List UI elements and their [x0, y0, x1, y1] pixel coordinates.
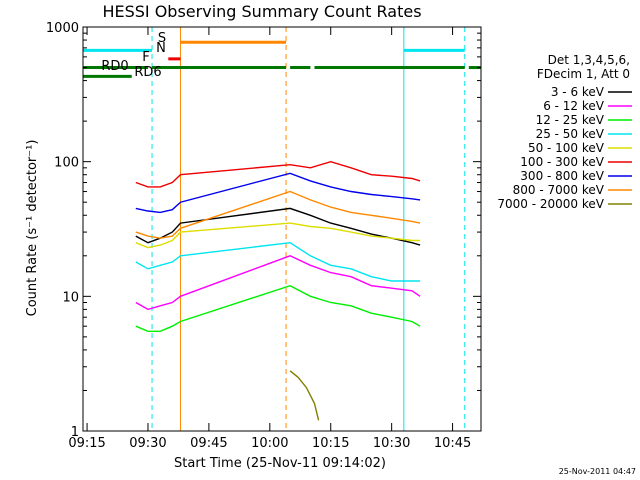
y-tick-label-2: 100: [54, 156, 79, 171]
series-line-8: [289, 370, 320, 421]
x-tick-label-6: 10:45: [434, 436, 471, 451]
y-tick-label-1: 10: [62, 290, 79, 305]
render-timestamp: 25-Nov-2011 04:47: [559, 467, 636, 476]
x-axis-ticks: 09:15 09:30 09:45 10:00 10:15 10:30 10:45: [68, 27, 471, 451]
x-tick-label-0: 09:15: [68, 436, 105, 451]
x-axis-label: Start Time (25-Nov-11 09:14:02): [174, 456, 386, 471]
series-line-7: [135, 190, 421, 239]
legend-label-6: 300 - 800 keV: [520, 169, 604, 183]
x-tick-label-5: 10:30: [373, 436, 410, 451]
legend-label-3: 25 - 50 keV: [536, 127, 605, 141]
flag-label-1: RD6: [134, 65, 161, 80]
flag-label-4: S: [158, 31, 166, 46]
flag-label-3: F: [142, 50, 149, 65]
series-line-4: [135, 222, 421, 249]
y-axis-ticks: 1 10 100 1000: [46, 21, 481, 440]
legend-label-4: 50 - 100 keV: [528, 141, 605, 155]
series-line-6: [135, 172, 421, 214]
legend-header-line-2: FDecim 1, Att 0: [537, 67, 630, 81]
x-tick-label-4: 10:15: [312, 436, 349, 451]
legend-header-line-1: Det 1,3,4,5,6,: [548, 53, 630, 67]
plot-frame: [82, 26, 482, 432]
legend-label-8: 7000 - 20000 keV: [497, 197, 604, 211]
flag-label-5: N: [156, 41, 166, 56]
x-tick-label-3: 10:00: [251, 436, 288, 451]
legend-label-7: 800 - 7000 keV: [513, 183, 605, 197]
legend-label-0: 3 - 6 keV: [551, 85, 605, 99]
y-tick-label-3: 1000: [46, 21, 79, 36]
x-tick-label-1: 09:30: [129, 436, 166, 451]
series-line-3: [135, 241, 421, 282]
series-line-1: [135, 255, 421, 311]
legend-label-1: 6 - 12 keV: [543, 99, 605, 113]
chart-title: HESSI Observing Summary Count Rates: [102, 2, 421, 21]
flag-label-0: RD0: [101, 59, 128, 74]
series-line-5: [135, 160, 421, 188]
series-line-2: [135, 284, 421, 332]
legend-label-2: 12 - 25 keV: [536, 113, 605, 127]
series-line-0: [135, 207, 421, 246]
y-tick-label-0: 1: [71, 425, 79, 440]
x-tick-label-2: 09:45: [190, 436, 227, 451]
legend: Det 1,3,4,5,6, FDecim 1, Att 0 3 - 6 keV…: [497, 53, 632, 211]
legend-label-5: 100 - 300 keV: [520, 155, 604, 169]
y-axis-label: Count Rate (s⁻¹ detector⁻¹): [25, 140, 40, 317]
